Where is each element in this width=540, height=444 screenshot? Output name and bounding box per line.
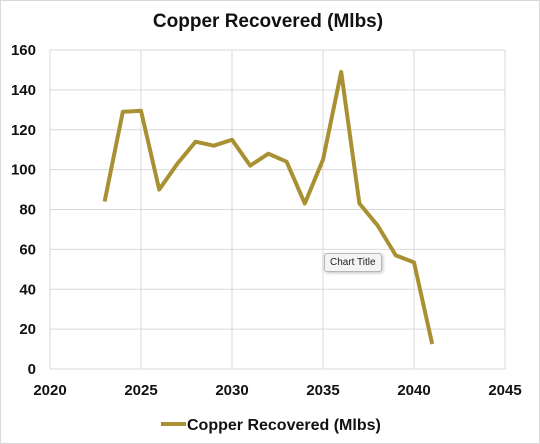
- legend-label: Copper Recovered (Mlbs): [187, 417, 381, 434]
- y-tick-label: 100: [11, 162, 36, 179]
- y-tick-label: 40: [19, 281, 36, 298]
- chart-title-tooltip: Chart Title: [324, 253, 382, 272]
- gridlines: [49, 49, 506, 370]
- x-tick-label: 2040: [397, 382, 430, 399]
- y-tick-label: 120: [11, 122, 36, 139]
- y-tick-label: 60: [19, 241, 36, 258]
- y-tick-label: 140: [11, 82, 36, 99]
- x-tick-label: 2025: [124, 382, 157, 399]
- x-tick-label: 2045: [488, 382, 521, 399]
- y-tick-label: 0: [28, 361, 36, 378]
- x-tick-label: 2030: [215, 382, 248, 399]
- chart-title[interactable]: Copper Recovered (Mlbs): [153, 11, 383, 32]
- x-tick-label: 2035: [306, 382, 339, 399]
- series-line[interactable]: [102, 69, 435, 345]
- y-tick-label: 80: [19, 202, 36, 219]
- legend[interactable]: Copper Recovered (Mlbs): [161, 417, 381, 434]
- x-tick-label: 2020: [33, 382, 66, 399]
- x-axis: 2020 2025 2030 2035 2040 2045: [33, 382, 521, 399]
- y-tick-label: 160: [11, 42, 36, 59]
- series-layer[interactable]: [102, 69, 435, 346]
- y-axis: 0 20 40 60 80 100 120 140 160: [11, 42, 36, 378]
- y-tick-label: 20: [19, 321, 36, 338]
